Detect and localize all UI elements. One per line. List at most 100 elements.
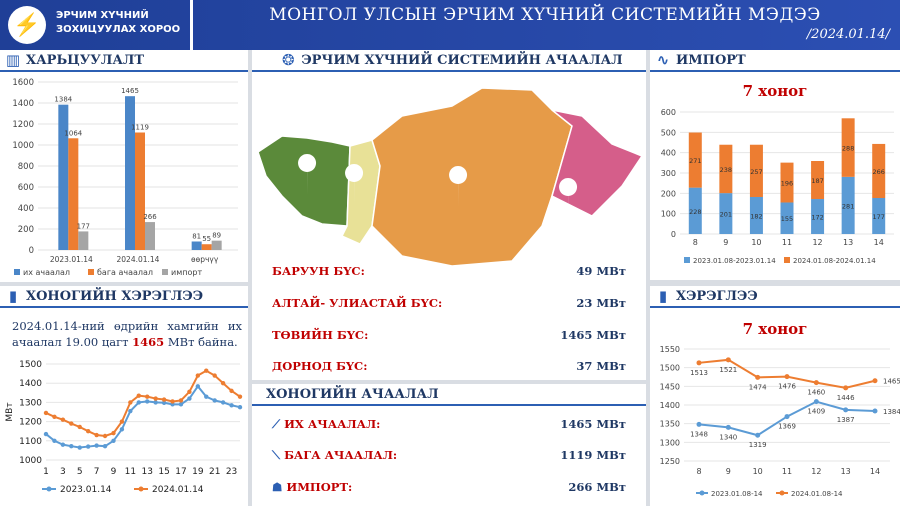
data-point (94, 432, 99, 438)
map-pins (298, 154, 578, 220)
data-point (843, 385, 849, 391)
data-label: 1319 (749, 441, 767, 449)
legend-swatch (684, 257, 690, 263)
data-point (755, 374, 761, 380)
data-point (60, 442, 66, 447)
stacked-bar-segment (841, 118, 855, 177)
load-title: ХОНОГИЙН АЧААЛАЛ (266, 386, 439, 402)
legend-swatch (88, 269, 94, 275)
data-label: 271 (689, 157, 701, 165)
data-point (102, 443, 108, 449)
x-tick-label: 13 (843, 238, 853, 247)
region-name: ДОРНОД БҮС: (272, 359, 368, 373)
data-point (204, 368, 209, 373)
data-label: 177 (873, 213, 885, 221)
import-title: ИМПОРТ (676, 52, 746, 68)
data-point (161, 397, 167, 402)
x-tick-label: 5 (77, 467, 83, 477)
data-label: 182 (750, 212, 762, 220)
data-label: 1064 (64, 129, 82, 137)
data-label: 201 (720, 211, 732, 219)
data-point (220, 381, 226, 386)
daily-panel: ▮ ХОНОГИЙН ХЭРЭГЛЭЭ 2024.01.14-ний өдрийн… (0, 286, 248, 506)
data-point (52, 414, 57, 419)
data-label: 196 (781, 180, 793, 188)
header-bar: ⚡ ЭРЧИМ ХҮЧНИЙ ЗОХИЦУУЛАХ ХОРОО МОНГОЛ У… (0, 0, 900, 50)
x-tick-label: 11 (782, 238, 792, 247)
data-point (872, 378, 878, 384)
data-label: 266 (873, 168, 885, 176)
y-tick-label: 400 (18, 204, 34, 214)
data-label: 1474 (749, 383, 767, 391)
data-point (111, 438, 116, 443)
consumption-subtitle: 7 хоног (742, 320, 808, 338)
data-label: 1387 (837, 416, 855, 424)
x-tick-label: 23 (226, 467, 237, 477)
stacked-bar-segment (749, 144, 763, 197)
compare-panel: ▥ ХАРЬЦУУЛАЛТ 0 200 400 600 800 1000 1200 1400 16… (0, 50, 248, 282)
x-tick-label: 10 (751, 238, 761, 247)
data-point (178, 398, 184, 403)
y-tick-label: 1400 (19, 379, 42, 389)
y-tick-label: 800 (18, 162, 34, 172)
data-label: 238 (720, 166, 732, 174)
daily-text-before: 2024.01.14-ний өдрийн хамгийн их ачаалал… (12, 319, 242, 349)
stacked-bar-segment (841, 176, 855, 234)
min-load-label: ⟍ БАГА АЧААЛАЛ: (272, 448, 397, 463)
data-point (195, 373, 201, 378)
stacked-bar-segment (872, 198, 886, 234)
data-label: 288 (842, 145, 854, 153)
data-label: 281 (842, 202, 854, 210)
legend-swatch (14, 269, 20, 275)
data-point (187, 396, 192, 401)
legend-label: их ачаалал (23, 268, 70, 277)
import-label: ☗ ИМПОРТ: (272, 480, 352, 494)
data-point (52, 438, 57, 443)
map-region-central (371, 87, 573, 267)
page-title: МОНГОЛ УЛСЫН ЭРЧИМ ХҮЧНИЙ СИСТЕМИЙН МЭДЭ… (269, 5, 821, 25)
stacked-bar-segment (811, 161, 825, 200)
data-point (195, 384, 201, 389)
x-tick-label: 8 (693, 238, 698, 247)
legend-marker (699, 490, 705, 496)
legend-label: 2023.01.14 (60, 485, 112, 495)
data-point (94, 443, 99, 448)
data-label: 1465 (883, 378, 900, 386)
daily-title-bar: ▮ ХОНОГИЙН ХЭРЭГЛЭЭ (0, 286, 248, 308)
trend-up-icon: ⟋ (272, 417, 285, 431)
y-tick-label: 1300 (19, 398, 42, 408)
stacked-bar-segment (688, 187, 702, 234)
load-item-name: БАГА АЧААЛАЛ: (284, 448, 398, 462)
y-tick-label: 1600 (12, 78, 34, 88)
data-point (136, 393, 141, 398)
data-point (237, 405, 243, 410)
data-point (755, 432, 761, 438)
y-tick-label: 1350 (660, 420, 680, 429)
load-title-bar: ХОНОГИЙН АЧААЛАЛ (252, 384, 646, 406)
region-value: 49 МВт (576, 264, 626, 278)
data-point (85, 429, 91, 434)
data-point (119, 427, 125, 432)
data-point (170, 399, 175, 404)
data-point (843, 407, 849, 413)
data-point (119, 419, 125, 424)
y-tick-label: 300 (661, 169, 676, 178)
stacked-bar-segment (719, 193, 733, 234)
data-label: 1348 (690, 430, 708, 438)
system-title-bar: ❂ ЭРЧИМ ХҮЧНИЙ СИСТЕМИЙН АЧААЛАЛ (252, 50, 646, 72)
y-tick-label: 200 (661, 189, 676, 198)
tower-icon: ☗ (272, 480, 287, 494)
region-value: 37 МВт (576, 359, 626, 373)
load-item-name: ИХ АЧААЛАЛ: (284, 417, 381, 431)
pin-east-icon (559, 178, 578, 220)
load-item-value: 1119 МВт (560, 448, 626, 462)
data-label: 155 (781, 215, 793, 223)
compare-title: ХАРЬЦУУЛАЛТ (26, 52, 145, 68)
compare-title-bar: ▥ ХАРЬЦУУЛАЛТ (0, 50, 248, 72)
data-point (43, 410, 49, 416)
legend-label: 2024.01.14 (152, 485, 204, 495)
x-tick-label: 2024.01.14 (117, 255, 160, 264)
data-label: 1409 (807, 408, 825, 416)
data-point (212, 398, 217, 403)
data-point (725, 357, 731, 363)
